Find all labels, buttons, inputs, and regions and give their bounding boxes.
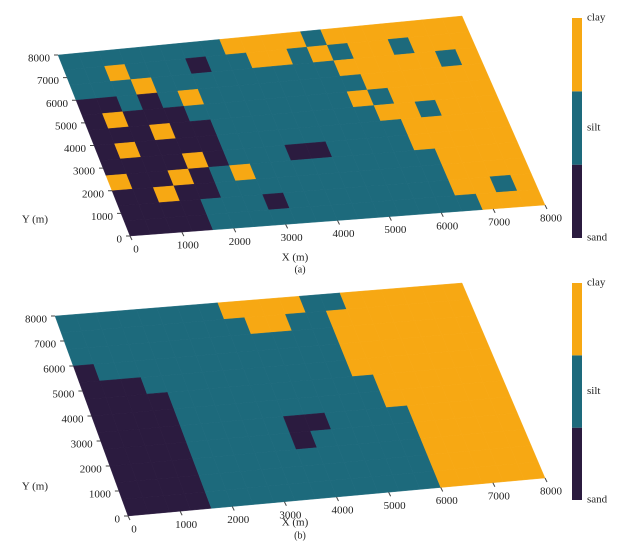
y-tick-label: 0 — [117, 234, 123, 246]
caption: (a) — [294, 264, 305, 275]
colorbar-label: sand — [587, 232, 608, 244]
y-tick-label: 7000 — [34, 339, 57, 351]
x-tick-label: 1000 — [177, 240, 200, 252]
x-tick-label: 2000 — [227, 514, 250, 526]
x-tick-label: 8000 — [540, 486, 563, 498]
x-tick — [231, 506, 235, 511]
x-tick — [285, 224, 289, 229]
y-tick-label: 1000 — [91, 211, 114, 223]
x-axis-label: X (m) — [282, 252, 309, 264]
x-tick — [544, 477, 548, 483]
x-tick — [388, 492, 392, 497]
colorbar-label: clay — [587, 277, 606, 289]
colorbar-segment — [572, 283, 582, 356]
colorbar-segment — [572, 427, 582, 500]
y-tick-label: 8000 — [28, 53, 51, 65]
x-tick-label: 8000 — [540, 213, 563, 225]
y-tick-label: 1000 — [89, 489, 112, 501]
x-tick-label: 4000 — [333, 228, 356, 240]
x-tick — [127, 515, 131, 521]
x-tick — [440, 212, 444, 217]
y-axis-label: Y (m) — [22, 214, 49, 226]
x-tick — [337, 220, 340, 225]
x-tick — [544, 204, 548, 210]
x-tick-label: 4000 — [332, 505, 355, 517]
y-tick-label: 2000 — [82, 188, 105, 200]
x-tick-label: 6000 — [436, 495, 459, 507]
x-axis-label: X (m) — [282, 517, 309, 529]
map-cell — [516, 461, 546, 481]
colorbar-label: sand — [587, 494, 608, 506]
y-tick-label: 5000 — [55, 120, 78, 132]
y-tick-label: 2000 — [80, 464, 103, 476]
x-tick-label: 5000 — [384, 224, 407, 236]
x-tick — [181, 231, 185, 237]
map-cell — [517, 189, 546, 207]
x-tick-label: 7000 — [488, 490, 511, 502]
y-tick-label: 6000 — [46, 98, 69, 110]
x-tick — [283, 501, 287, 506]
y-tick-label: 8000 — [25, 314, 48, 326]
x-tick-label: 5000 — [384, 500, 407, 512]
x-tick — [492, 482, 496, 487]
y-tick-label: 6000 — [43, 364, 66, 376]
y-tick-label: 7000 — [37, 75, 60, 87]
y-tick-label: 0 — [115, 514, 121, 526]
x-tick-label: 2000 — [229, 236, 252, 248]
x-tick — [336, 496, 339, 502]
x-tick — [233, 228, 237, 233]
y-tick-label: 3000 — [73, 166, 96, 178]
x-tick-label: 7000 — [488, 216, 511, 228]
x-tick-label: 0 — [133, 244, 139, 256]
x-tick-label: 1000 — [175, 519, 198, 531]
x-tick — [129, 235, 133, 241]
x-tick-label: 0 — [131, 524, 137, 536]
x-tick-label: 3000 — [281, 232, 304, 244]
x-tick-label: 3000 — [279, 509, 302, 521]
y-tick-label: 3000 — [71, 439, 94, 451]
colorbar-segment — [572, 91, 582, 165]
x-tick-label: 6000 — [436, 220, 459, 232]
x-tick — [179, 511, 183, 516]
colorbar-segment — [572, 18, 582, 92]
colorbar-label: clay — [587, 12, 606, 24]
x-tick — [440, 487, 444, 492]
colorbar-label: silt — [587, 385, 600, 397]
colorbar-segment — [572, 164, 582, 238]
x-tick — [388, 216, 392, 221]
y-axis-label: Y (m) — [22, 481, 49, 493]
y-tick-label: 4000 — [62, 414, 85, 426]
y-tick-label: 4000 — [64, 143, 87, 155]
caption: (b) — [294, 530, 306, 541]
y-tick-label: 5000 — [52, 389, 75, 401]
x-tick — [492, 208, 496, 214]
colorbar-label: silt — [587, 122, 600, 134]
colorbar-segment — [572, 355, 582, 428]
